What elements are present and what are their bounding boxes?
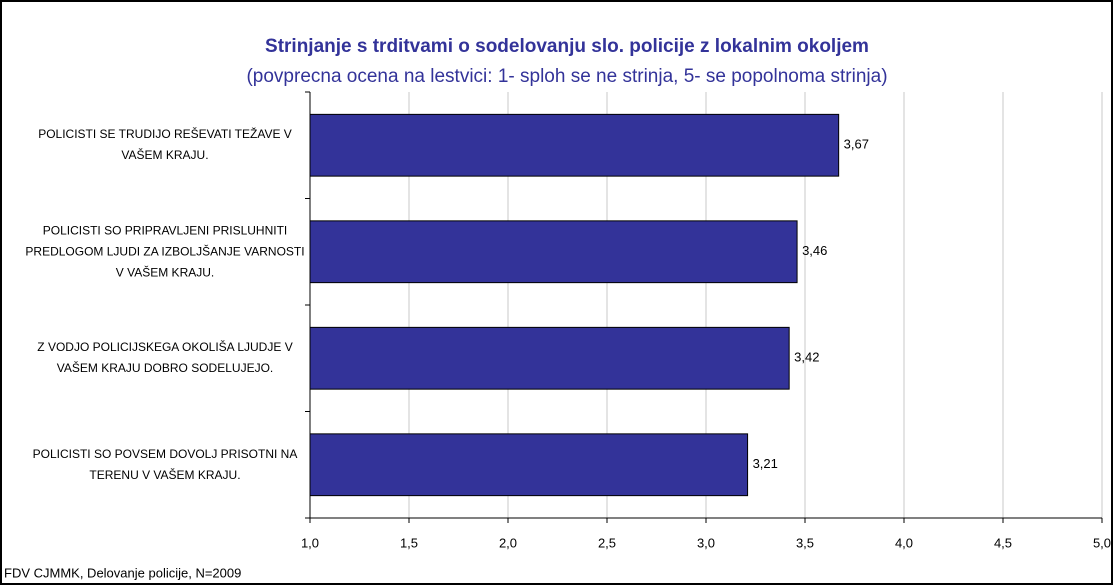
y-tick-label: POLICISTI SE TRUDIJO REŠEVATI TEŽAVE V V… (38, 127, 292, 163)
value-label: 3,21 (753, 456, 778, 471)
y-tick-label: POLICISTI SO POVSEM DOVOLJ PRISOTNI NA T… (32, 446, 298, 482)
bar (309, 113, 840, 177)
value-label: 3,46 (802, 243, 827, 258)
x-tick-label: 5,0 (1093, 535, 1111, 550)
x-tick-label: 4,0 (895, 535, 913, 550)
x-tick-label: 3,5 (796, 535, 814, 550)
bar (309, 220, 798, 284)
chart-title: Strinjanje s trditvami o sodelovanju slo… (265, 36, 869, 57)
bar (309, 326, 790, 390)
x-tick-label: 1,0 (301, 535, 319, 550)
y-tick-label: Z VODJO POLICIJSKEGA OKOLIŠA LJUDJE V VA… (37, 340, 293, 376)
x-tick-label: 3,0 (697, 535, 715, 550)
x-tick-label: 4,5 (994, 535, 1012, 550)
chart-subtitle: (povprecna ocena na lestvici: 1- sploh s… (246, 66, 887, 87)
bar (309, 433, 749, 497)
value-label: 3,67 (844, 137, 869, 152)
value-label: 3,42 (794, 350, 819, 365)
y-tick-label: POLICISTI SO PRIPRAVLJENI PRISLUHNITI PR… (25, 223, 305, 280)
x-tick-label: 2,0 (499, 535, 517, 550)
x-tick-label: 1,5 (400, 535, 418, 550)
x-tick-label: 2,5 (598, 535, 616, 550)
footnote: FDV CJMMK, Delovanje policije, N=2009 (4, 565, 241, 580)
